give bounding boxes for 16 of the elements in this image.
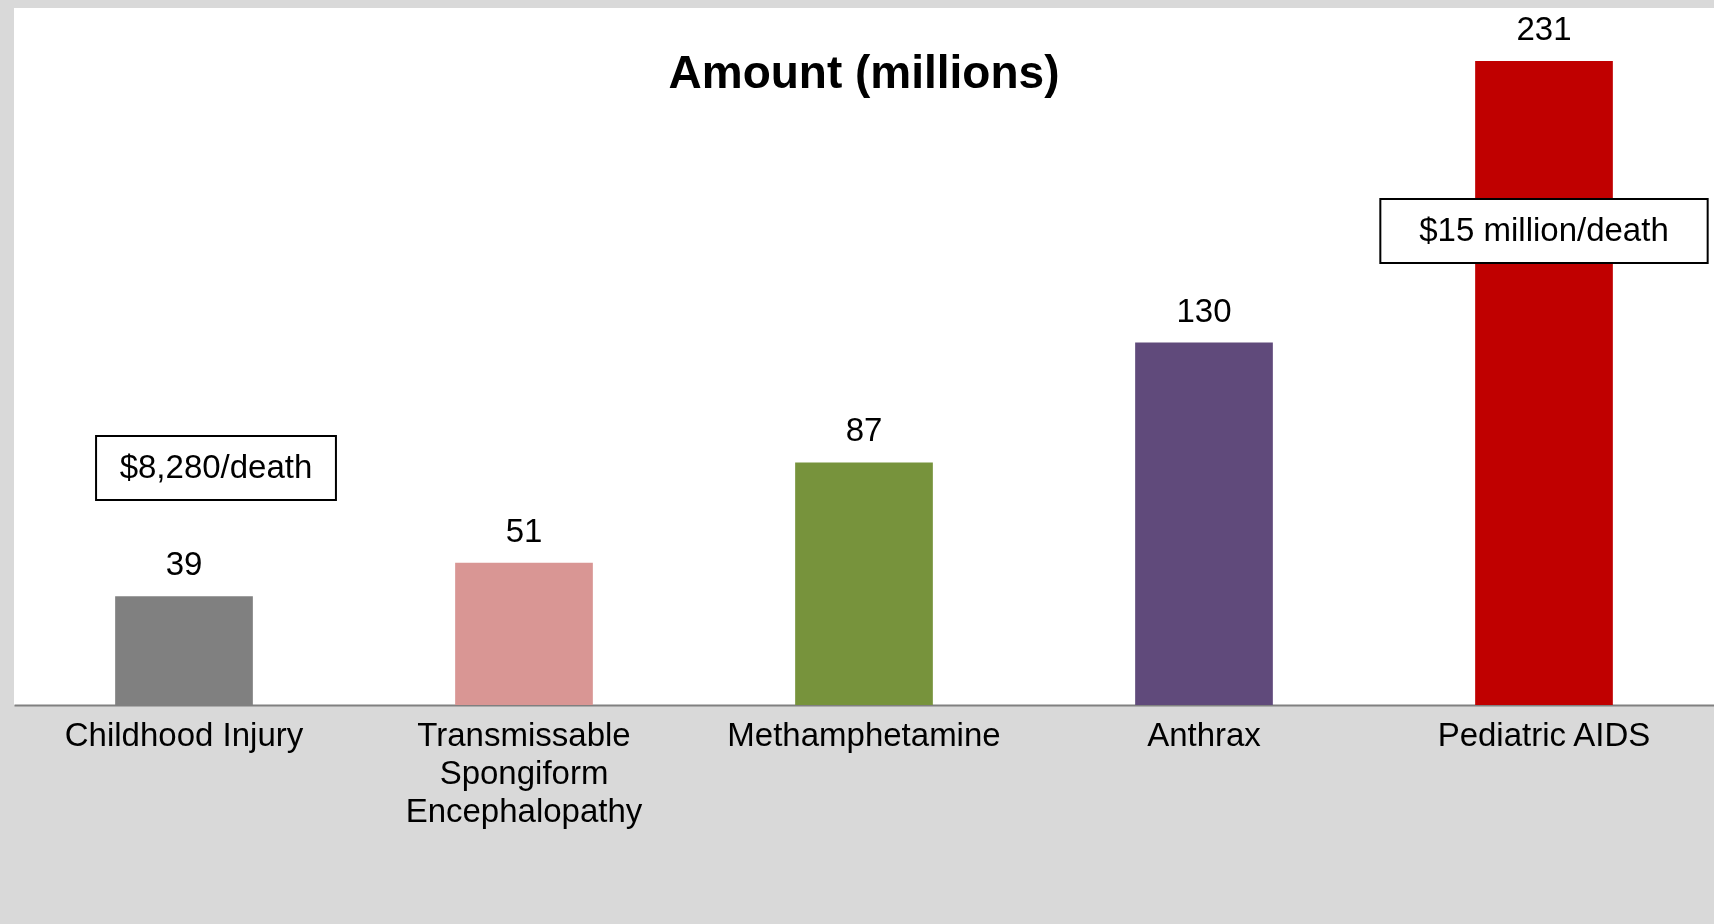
x-tick-label: Methamphetamine xyxy=(727,715,1001,753)
bar xyxy=(455,562,593,705)
data-label: 130 xyxy=(1176,291,1232,329)
annotation: $8,280/death xyxy=(119,448,313,486)
data-label: 51 xyxy=(505,511,543,549)
data-label: 39 xyxy=(165,545,203,583)
bar xyxy=(795,462,933,705)
x-tick-label: Pediatric AIDS xyxy=(1437,715,1651,753)
bar xyxy=(1135,342,1273,705)
data-label: 87 xyxy=(845,411,883,449)
x-tick-label: Transmissable Spongiform Encephalopathy xyxy=(405,715,643,829)
annotation: $15 million/death xyxy=(1419,211,1669,249)
chart-title: Amount (millions) xyxy=(668,46,1060,98)
x-tick-label: Anthrax xyxy=(1147,715,1262,753)
x-tick-label: Childhood Injury xyxy=(64,715,304,753)
data-label: 231 xyxy=(1516,10,1572,47)
